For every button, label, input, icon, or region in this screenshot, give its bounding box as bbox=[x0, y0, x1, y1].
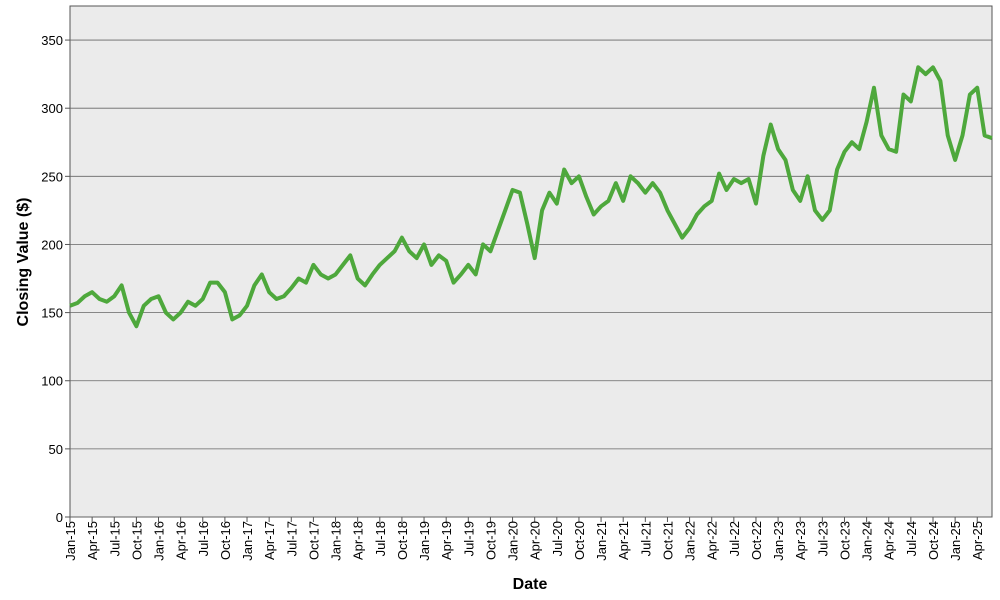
x-tick-label: Oct-23 bbox=[837, 521, 852, 560]
y-tick-label: 350 bbox=[41, 33, 63, 48]
y-tick-label: 200 bbox=[41, 237, 63, 252]
x-tick-label: Oct-22 bbox=[749, 521, 764, 560]
x-tick-label: Apr-18 bbox=[351, 521, 366, 560]
x-tick-label: Oct-18 bbox=[395, 521, 410, 560]
x-tick-label: Oct-24 bbox=[926, 521, 941, 560]
x-tick-label: Jan-22 bbox=[683, 521, 698, 561]
x-tick-label: Jul-16 bbox=[196, 521, 211, 556]
x-tick-label: Jan-17 bbox=[240, 521, 255, 561]
x-tick-label: Jan-21 bbox=[594, 521, 609, 561]
x-tick-label: Apr-21 bbox=[616, 521, 631, 560]
x-tick-label: Oct-21 bbox=[660, 521, 675, 560]
x-tick-label: Jul-18 bbox=[373, 521, 388, 556]
x-tick-label: Apr-17 bbox=[262, 521, 277, 560]
y-tick-label: 50 bbox=[49, 442, 63, 457]
x-tick-label: Apr-20 bbox=[528, 521, 543, 560]
x-tick-label: Jan-15 bbox=[63, 521, 78, 561]
x-tick-label: Apr-15 bbox=[85, 521, 100, 560]
y-axis-title: Closing Value ($) bbox=[15, 198, 32, 327]
y-tick-label: 100 bbox=[41, 374, 63, 389]
x-tick-label: Oct-15 bbox=[129, 521, 144, 560]
x-tick-label: Apr-16 bbox=[174, 521, 189, 560]
x-tick-label: Jan-16 bbox=[152, 521, 167, 561]
x-tick-label: Jan-25 bbox=[948, 521, 963, 561]
y-tick-label: 300 bbox=[41, 101, 63, 116]
x-tick-label: Apr-19 bbox=[439, 521, 454, 560]
x-tick-label: Jul-17 bbox=[284, 521, 299, 556]
x-tick-label: Jan-20 bbox=[506, 521, 521, 561]
x-tick-label: Oct-17 bbox=[306, 521, 321, 560]
line bbox=[69, 65, 993, 329]
x-tick-label: Oct-20 bbox=[572, 521, 587, 560]
x-tick-label: Jul-21 bbox=[638, 521, 653, 556]
x-tick-label: Jul-22 bbox=[727, 521, 742, 556]
x-tick-label: Apr-22 bbox=[705, 521, 720, 560]
x-tick-label: Jul-24 bbox=[904, 521, 919, 556]
x-tick-label: Jul-23 bbox=[815, 521, 830, 556]
x-tick-label: Apr-25 bbox=[970, 521, 985, 560]
plot-area bbox=[69, 5, 993, 518]
x-tick-label: Jan-18 bbox=[329, 521, 344, 561]
y-tick-label: 0 bbox=[56, 510, 63, 525]
x-tick-label: Jan-23 bbox=[771, 521, 786, 561]
x-tick-label: Jan-24 bbox=[860, 521, 875, 561]
x-tick-label: Jan-19 bbox=[417, 521, 432, 561]
y-tick-label: 250 bbox=[41, 169, 63, 184]
x-tick-label: Apr-24 bbox=[882, 521, 897, 560]
x-tick-label: Oct-16 bbox=[218, 521, 233, 560]
x-tick-label: Oct-19 bbox=[483, 521, 498, 560]
x-axis-title: Date bbox=[513, 576, 548, 593]
x-tick-label: Jul-20 bbox=[550, 521, 565, 556]
x-tick-label: Jul-15 bbox=[107, 521, 122, 556]
y-tick-label: 150 bbox=[41, 306, 63, 321]
x-tick-label: Apr-23 bbox=[793, 521, 808, 560]
x-tick-label: Jul-19 bbox=[461, 521, 476, 556]
